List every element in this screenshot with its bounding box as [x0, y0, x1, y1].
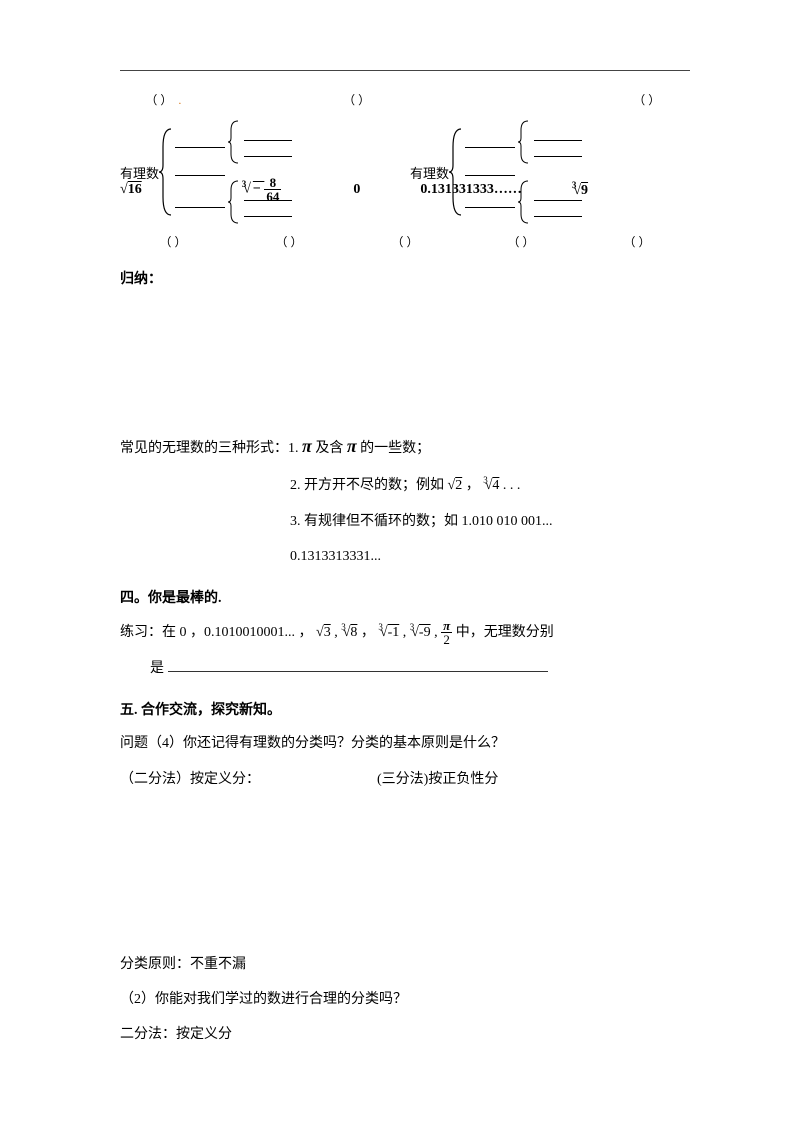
diagram-right: 有理数 [410, 120, 690, 224]
expr-decimal: 0.131331333…… [420, 182, 522, 198]
paren-row-bottom: （ ） （ ） （ ） （ ） （ ） [120, 233, 690, 250]
irrational-forms-line1: 常见的无理数的三种形式：1. π 及含 π 的一些数； [120, 430, 690, 462]
paren: （ ）. [120, 91, 207, 108]
brace-icon [518, 120, 530, 164]
paren: （ ） [313, 91, 400, 108]
blank-space [120, 300, 690, 420]
methods-line: （二分法）按定义分： (三分法)按正负性分 [120, 767, 690, 792]
paren: （ ） [468, 233, 574, 250]
diagram-left: 有理数 [120, 120, 400, 224]
blank-space [120, 802, 690, 942]
section-5-title: 五. 合作交流，探究新知。 [120, 699, 690, 719]
expr-cbrt-frac: 3√− 864 [242, 176, 284, 203]
question-4: 问题（4）你还记得有理数的分类吗？分类的基本原则是什么？ [120, 731, 690, 756]
classification-diagrams: 有理数 [120, 120, 690, 224]
pi-icon: π [347, 436, 357, 456]
practice-answer-line: 是 [150, 656, 690, 681]
answer-blank [168, 657, 548, 672]
expr-cbrt9: 3√9 [572, 180, 588, 199]
irrational-forms-line3b: 0.1313313331... [290, 544, 690, 569]
brace-icon [228, 120, 240, 164]
expression-row: √16 3√− 864 0 0.131331333…… 3√9 [120, 176, 690, 203]
paren: （ ） [603, 91, 690, 108]
irrational-forms-line3: 3. 有规律但不循环的数；如 1.010 010 001... [290, 509, 690, 534]
dichotomy-line: 二分法：按定义分 [120, 1022, 690, 1047]
paren: （ ） [352, 233, 458, 250]
irrational-forms-line2: 2. 开方开不尽的数；例如 √2 ， 3√4 . . . [290, 472, 690, 498]
classification-principle: 分类原则：不重不漏 [120, 952, 690, 977]
paren: （ ） [120, 233, 226, 250]
document-page: （ ）. （ ） （ ） 有理数 [0, 0, 800, 1117]
paren: （ ） [584, 233, 690, 250]
question-2: （2）你能对我们学过的数进行合理的分类吗？ [120, 987, 690, 1012]
section-4-title: 四。你是最棒的. [120, 587, 690, 607]
top-rule [120, 70, 690, 71]
practice-line: 练习：在 0 ，0.1010010001... ， √3 , 3√8 ， 3√-… [120, 619, 690, 646]
summary-heading: 归纳： [120, 268, 690, 288]
paren-row-top: （ ）. （ ） （ ） [120, 91, 690, 108]
brace-icon [159, 127, 175, 217]
paren: （ ） [236, 233, 342, 250]
pi-icon: π [302, 436, 312, 456]
brace-icon [449, 127, 465, 217]
expr-zero: 0 [353, 182, 360, 198]
expr-sqrt16: √16 [120, 182, 142, 198]
